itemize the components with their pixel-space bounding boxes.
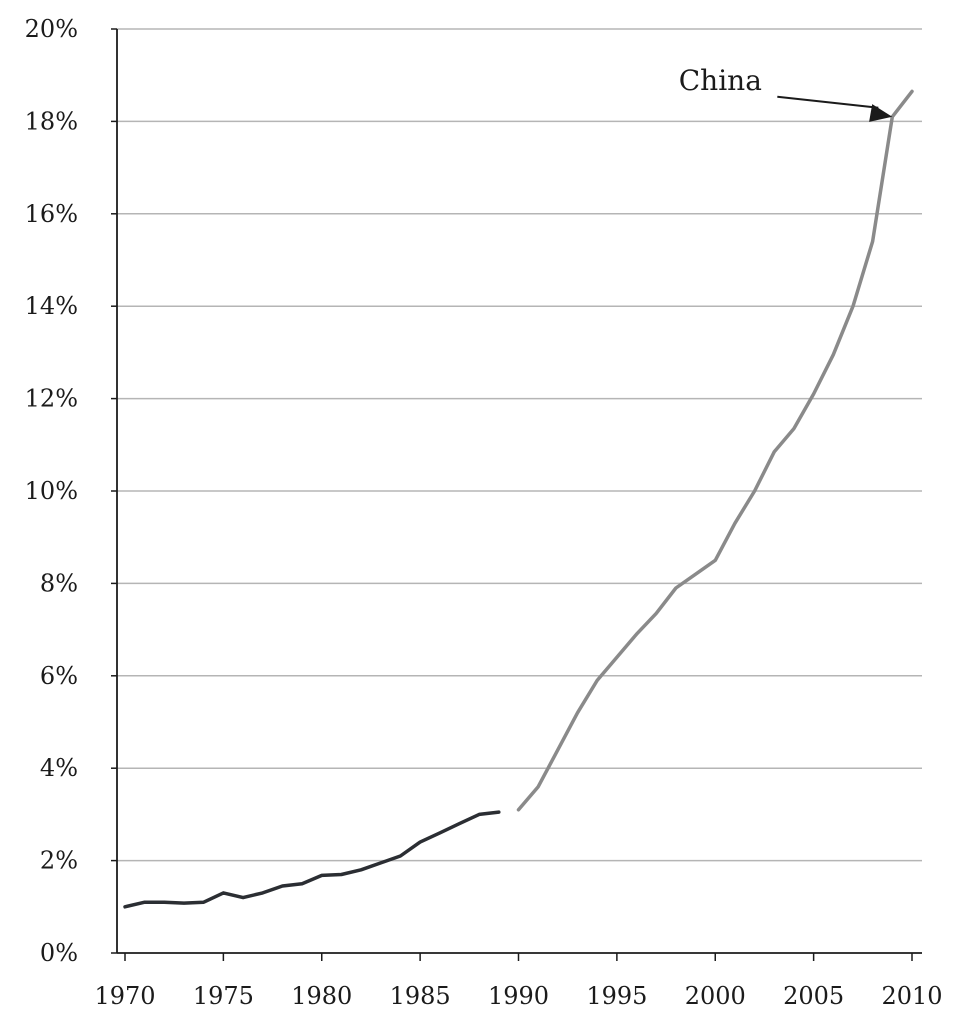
x-tick-label: 2000 — [685, 982, 746, 1010]
gridlines — [117, 28, 922, 862]
x-tick-label: 1990 — [488, 982, 549, 1010]
y-tick-label: 12% — [25, 385, 78, 413]
x-tick-label: 1995 — [586, 982, 647, 1010]
y-tick-label: 14% — [25, 292, 78, 320]
series-line-early — [123, 810, 501, 909]
y-tick-label: 6% — [40, 662, 78, 690]
x-tick-label: 1970 — [94, 982, 155, 1010]
y-tick-label: 0% — [40, 939, 78, 967]
y-tick-label: 20% — [25, 15, 78, 43]
annotations: China — [679, 64, 893, 122]
x-tick-label: 2005 — [783, 982, 844, 1010]
x-axis-ticks: 1970 1975 1980 1985 1990 1995 2000 2005 2010 — [94, 953, 943, 1010]
annotation-arrow-head — [869, 104, 893, 122]
y-tick-label: 18% — [25, 107, 78, 135]
x-tick-label: 1975 — [193, 982, 254, 1010]
x-tick-label: 1980 — [291, 982, 352, 1010]
y-tick-label: 8% — [40, 569, 78, 597]
y-tick-label: 16% — [25, 200, 78, 228]
series-line-china — [516, 89, 914, 812]
annotation-label: China — [679, 64, 762, 97]
y-tick-label: 4% — [40, 754, 78, 782]
series-lines — [123, 89, 914, 909]
annotation-arrow-shaft — [777, 95, 879, 109]
x-tick-label: 1985 — [390, 982, 451, 1010]
y-tick-label: 2% — [40, 847, 78, 875]
x-tick-label: 2010 — [881, 982, 942, 1010]
y-tick-label: 10% — [25, 477, 78, 505]
y-axis-ticks: 0% 2% 4% 6% 8% 10% 12% 14% 16% 18% 20% — [25, 15, 117, 967]
